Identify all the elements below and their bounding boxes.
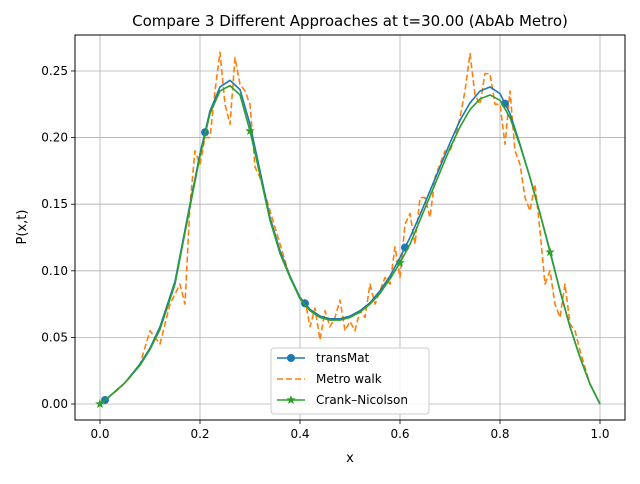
- data-point: [95, 399, 105, 409]
- legend-marker: [287, 354, 295, 362]
- x-tick-label: 0.8: [490, 427, 509, 441]
- x-axis-label: x: [346, 451, 354, 466]
- series-metro-walk: [99, 51, 601, 405]
- data-point: [245, 125, 255, 135]
- plot-frame: [74, 34, 626, 421]
- y-tick-label: 0.15: [41, 197, 68, 211]
- x-tick-label: 0.2: [190, 427, 209, 441]
- ticks: 0.0 0.2 0.4 0.6 0.8 1.0 0.00 0.05 0.10 0.15 0.20 0.…: [41, 64, 609, 441]
- legend: transMat Metro walk Crank–Nicolson: [270, 347, 430, 415]
- x-tick-label: 0.4: [290, 427, 309, 441]
- series-line: [99, 51, 601, 405]
- legend-box: [270, 347, 430, 415]
- legend-entry: Metro walk: [277, 372, 382, 386]
- y-tick-label: 0.25: [41, 64, 68, 78]
- chart-title: Compare 3 Different Approaches at t=30.0…: [132, 12, 568, 30]
- x-tick-label: 1.0: [590, 427, 609, 441]
- legend-marker: [286, 395, 296, 405]
- x-tick-label: 0.6: [390, 427, 409, 441]
- legend-label: transMat: [316, 351, 370, 365]
- x-tick-label: 0.0: [90, 427, 109, 441]
- y-tick-label: 0.20: [41, 131, 68, 145]
- data-point: [395, 257, 405, 267]
- y-tick-label: 0.00: [41, 397, 68, 411]
- legend-entry: transMat: [277, 351, 370, 365]
- series-line: [99, 84, 601, 405]
- grid: [75, 35, 625, 420]
- y-tick-label: 0.10: [41, 264, 68, 278]
- data-point: [545, 247, 555, 257]
- legend-label: Crank–Nicolson: [316, 393, 408, 407]
- y-tick-label: 0.05: [41, 330, 68, 344]
- series-layer: [95, 51, 601, 409]
- legend-entry: Crank–Nicolson: [277, 393, 408, 407]
- legend-label: Metro walk: [316, 372, 382, 386]
- series-crank-nicolson: [95, 84, 601, 409]
- y-axis-label: P(x,t): [15, 210, 30, 245]
